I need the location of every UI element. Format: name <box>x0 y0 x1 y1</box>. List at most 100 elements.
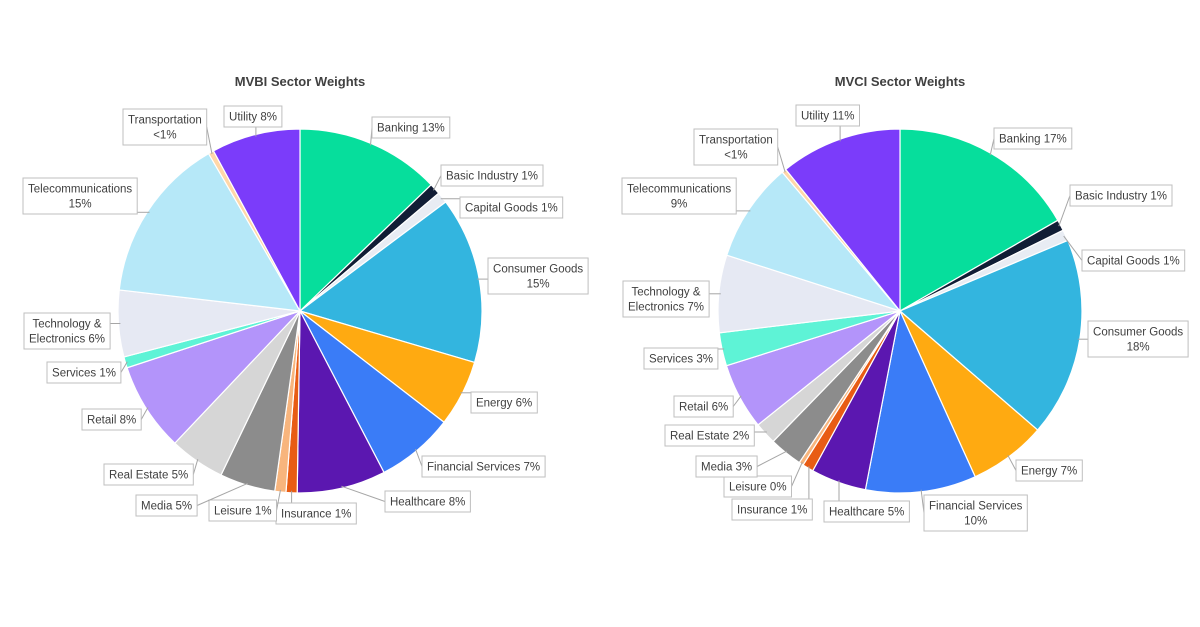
slice-label-text: Leisure 0% <box>729 482 787 494</box>
slice-label-text: Basic Industry 1% <box>1075 191 1167 203</box>
slice-label-text: 10% <box>964 516 987 528</box>
slice-label-text: Electronics 6% <box>29 334 105 346</box>
slice-label-retail: Retail 8% <box>81 408 142 431</box>
slice-label-text: Transportation <box>699 135 773 147</box>
slice-label-real-estate: Real Estate 5% <box>103 463 194 486</box>
slice-label-telecommunications: Telecommunications 9% <box>621 177 737 215</box>
leader-line <box>120 361 128 373</box>
pie-slice-telecommunications <box>118 152 302 312</box>
slice-label-transportation: Transportation <1% <box>122 108 208 146</box>
slice-label-text: 18% <box>1127 342 1150 354</box>
slice-label-text: Real Estate 5% <box>109 470 188 482</box>
slice-label-text: Utility 8% <box>229 112 277 124</box>
pie-slice-banking <box>899 128 1059 313</box>
pie-slice-retail <box>126 310 301 444</box>
leader-line <box>196 482 249 506</box>
slice-label-text: <1% <box>724 150 747 162</box>
slice-label-text: Media 5% <box>141 501 192 513</box>
slice-label-text: Utility 11% <box>801 111 854 123</box>
slice-label-retail: Retail 6% <box>673 395 734 418</box>
slice-label-text: 9% <box>671 199 688 211</box>
slice-label-energy: Energy 7% <box>1015 459 1083 482</box>
mvbi-pie-chart: MVBI Sector Weights Banking 13% Basic Ind… <box>22 74 589 525</box>
slice-label-banking: Banking 17% <box>993 127 1073 150</box>
slice-label-basic-industry: Basic Industry 1% <box>1069 184 1173 207</box>
slice-label-capital-goods: Capital Goods 1% <box>1081 249 1186 272</box>
leader-line <box>192 459 199 475</box>
slice-label-telecommunications: Telecommunications 15% <box>22 177 138 215</box>
slice-label-text: Transportation <box>128 115 202 127</box>
slice-label-text: Electronics 7% <box>628 302 704 314</box>
slice-label-text: Technology & <box>631 287 700 299</box>
slice-label-insurance: Insurance 1% <box>731 498 813 521</box>
slice-label-text: Banking 13% <box>377 123 445 135</box>
slice-label-text: 15% <box>69 199 92 211</box>
slice-label-financial-services: Financial Services 7% <box>421 455 546 478</box>
leader-line <box>791 461 803 487</box>
slice-label-text: Banking 17% <box>999 134 1067 146</box>
leader-line <box>1007 454 1017 471</box>
slice-label-text: Services 3% <box>649 354 713 366</box>
leader-line <box>433 175 442 191</box>
slice-label-text: Basic Industry 1% <box>446 171 538 183</box>
pie-slice-telecommunications <box>726 171 902 313</box>
slice-label-healthcare: Healthcare 5% <box>823 500 910 523</box>
slice-label-text: Real Estate 2% <box>670 431 749 443</box>
slice-label-services: Services 1% <box>46 361 122 384</box>
slice-label-insurance: Insurance 1% <box>275 502 357 525</box>
slice-label-energy: Energy 6% <box>470 391 538 414</box>
slice-label-text: Financial Services <box>929 501 1023 513</box>
slice-label-banking: Banking 13% <box>371 116 451 139</box>
slice-label-text: Technology & <box>32 319 101 331</box>
slice-label-text: Capital Goods 1% <box>1087 256 1180 268</box>
slice-label-text: Services 1% <box>52 368 116 380</box>
leader-line <box>415 448 423 467</box>
slice-label-real-estate: Real Estate 2% <box>664 424 755 447</box>
pie-slice-utility <box>784 128 901 313</box>
slice-label-text: Energy 6% <box>476 398 532 410</box>
slice-label-technology-and-electronics: Technology & Electronics 6% <box>23 312 111 350</box>
slice-label-text: Media 3% <box>701 462 752 474</box>
leader-line <box>206 126 213 155</box>
slice-label-technology-and-electronics: Technology & Electronics 7% <box>622 280 710 318</box>
leader-line <box>777 146 786 173</box>
slice-label-text: Capital Goods 1% <box>465 203 558 215</box>
slice-label-leisure: Leisure 0% <box>723 475 792 498</box>
leader-line <box>276 489 281 511</box>
leader-line <box>341 485 386 502</box>
slice-label-text: Consumer Goods <box>493 264 583 276</box>
slice-label-utility: Utility 11% <box>795 104 860 127</box>
pie-slice-healthcare <box>296 310 385 494</box>
slice-label-text: <1% <box>153 130 176 142</box>
mvbi-chart-title: MVBI Sector Weights <box>235 74 366 89</box>
slice-label-transportation: Transportation <1% <box>693 128 779 166</box>
slice-label-text: Insurance 1% <box>737 505 807 517</box>
slice-label-basic-industry: Basic Industry 1% <box>440 164 544 187</box>
slice-label-text: Retail 8% <box>87 415 136 427</box>
slice-label-text: Telecommunications <box>627 184 731 196</box>
slice-label-text: Telecommunications <box>28 184 132 196</box>
slice-label-text: Energy 7% <box>1021 466 1077 478</box>
pie-slice-banking <box>299 128 433 313</box>
leader-line <box>732 395 742 407</box>
slice-label-services: Services 3% <box>643 347 719 370</box>
slice-label-text: Healthcare 8% <box>390 497 465 509</box>
slice-label-financial-services: Financial Services 10% <box>923 494 1028 532</box>
leader-line <box>1058 195 1071 227</box>
mvci-chart-title: MVCI Sector Weights <box>835 74 966 89</box>
slice-label-text: Consumer Goods <box>1093 327 1183 339</box>
slice-label-text: 15% <box>527 279 550 291</box>
slice-label-text: Financial Services 7% <box>427 462 540 474</box>
slice-label-leisure: Leisure 1% <box>208 499 277 522</box>
mvci-pie-chart: MVCI Sector Weights Banking 17% Basic Ind… <box>621 74 1189 532</box>
leader-line <box>1063 235 1083 261</box>
slice-label-consumer-goods: Consumer Goods 18% <box>1087 320 1189 358</box>
leader-line <box>756 450 788 467</box>
leader-line <box>140 407 149 420</box>
slice-label-healthcare: Healthcare 8% <box>384 490 471 513</box>
slice-label-consumer-goods: Consumer Goods 15% <box>487 257 589 295</box>
slice-label-utility: Utility 8% <box>223 105 283 128</box>
slice-label-text: Retail 6% <box>679 402 728 414</box>
slice-label-capital-goods: Capital Goods 1% <box>459 196 564 219</box>
